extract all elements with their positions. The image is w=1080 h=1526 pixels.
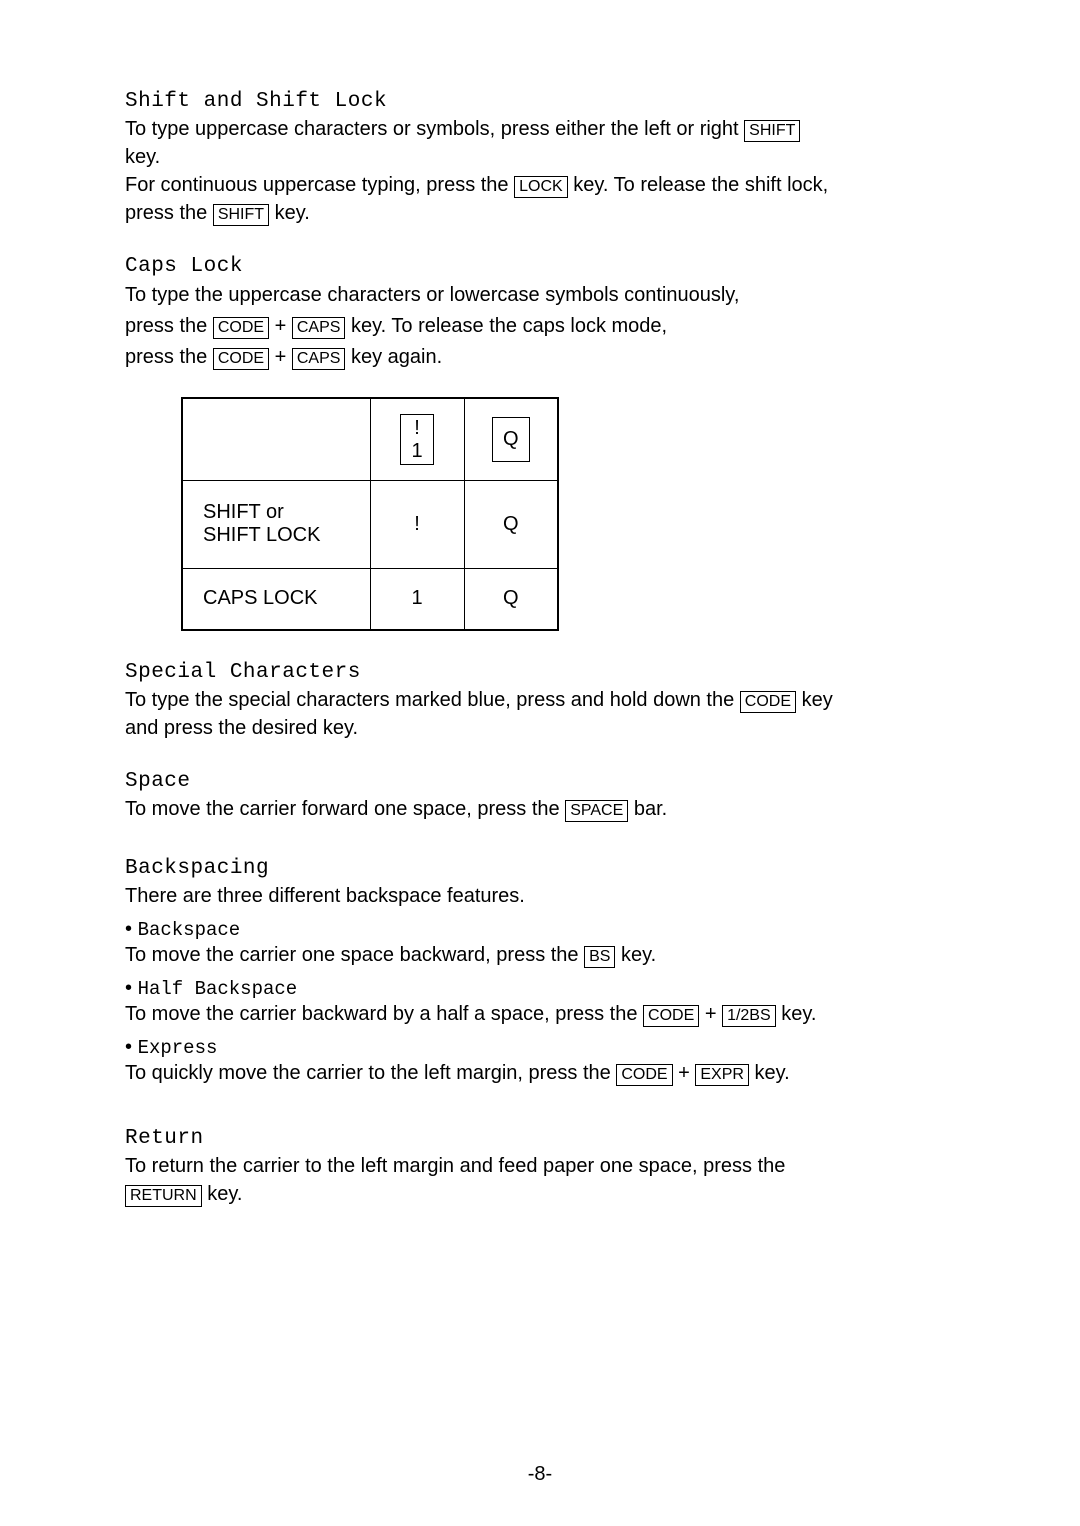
table-cell: SHIFT or SHIFT LOCK (182, 480, 370, 568)
bullet-label: Half Backspace (138, 978, 298, 1000)
text: To move the carrier one space backward, … (125, 944, 584, 966)
heading-backspacing: Backspacing (125, 857, 980, 880)
text: press the (125, 315, 213, 337)
special-para: To type the special characters marked bl… (125, 686, 980, 742)
keycap-q: Q (492, 417, 530, 462)
heading-space: Space (125, 770, 980, 793)
bullet-label: Express (138, 1037, 218, 1059)
key-caps: CAPS (292, 348, 346, 370)
text: To type the uppercase characters or lowe… (125, 284, 739, 306)
key-upper: ! (414, 417, 420, 439)
label: SHIFT LOCK (203, 524, 320, 546)
heading-return: Return (125, 1127, 980, 1150)
text: key again. (345, 346, 442, 368)
lock-table: ! 1 Q SHIFT or SHIFT LOCK ! Q CAPS LOCK … (181, 397, 980, 631)
table-row: SHIFT or SHIFT LOCK ! Q (182, 480, 558, 568)
text: + (673, 1062, 696, 1084)
text: To move the carrier backward by a half a… (125, 1003, 643, 1025)
label: SHIFT or (203, 501, 284, 523)
table-cell (182, 398, 370, 480)
text: key. To release the caps lock mode, (345, 315, 667, 337)
section-shift: Shift and Shift Lock To type uppercase c… (125, 90, 980, 227)
key-code: CODE (643, 1005, 699, 1027)
bullet-body: To move the carrier backward by a half a… (125, 1000, 980, 1028)
bs-intro: There are three different backspace feat… (125, 882, 980, 910)
key-space: SPACE (565, 800, 628, 822)
text: key. (125, 146, 160, 168)
caps-para: To type the uppercase characters or lowe… (125, 280, 980, 373)
text: To return the carrier to the left margin… (125, 1155, 785, 1177)
keycap-1: ! 1 (400, 414, 433, 465)
table-row: ! 1 Q (182, 398, 558, 480)
section-return: Return To return the carrier to the left… (125, 1127, 980, 1208)
text: bar. (628, 798, 667, 820)
bullet-express: • Express To quickly move the carrier to… (125, 1036, 980, 1087)
section-caps: Caps Lock To type the uppercase characte… (125, 255, 980, 373)
heading-special: Special Characters (125, 661, 980, 684)
table: ! 1 Q SHIFT or SHIFT LOCK ! Q CAPS LOCK … (181, 397, 559, 631)
table-cell: ! 1 (370, 398, 464, 480)
text: + (269, 315, 292, 337)
key-lower: 1 (411, 440, 422, 462)
shift-para: To type uppercase characters or symbols,… (125, 115, 980, 227)
bullet-backspace: • Backspace To move the carrier one spac… (125, 918, 980, 969)
space-para: To move the carrier forward one space, p… (125, 795, 980, 823)
key-letter: Q (503, 428, 519, 450)
text: key. (269, 202, 310, 224)
table-cell: CAPS LOCK (182, 568, 370, 630)
table-cell: Q (464, 480, 558, 568)
text: To move the carrier forward one space, p… (125, 798, 565, 820)
key-shift: SHIFT (213, 204, 269, 226)
text: key. (776, 1003, 817, 1025)
key-lock: LOCK (514, 176, 568, 198)
text: key. (202, 1183, 243, 1205)
table-cell: ! (370, 480, 464, 568)
key-return: RETURN (125, 1185, 202, 1207)
text: To quickly move the carrier to the left … (125, 1062, 616, 1084)
text: To type uppercase characters or symbols,… (125, 118, 744, 140)
text: + (269, 346, 292, 368)
table-cell: Q (464, 568, 558, 630)
section-space: Space To move the carrier forward one sp… (125, 770, 980, 823)
key-expr: EXPR (695, 1064, 749, 1086)
key-code: CODE (213, 348, 269, 370)
text: key (796, 689, 833, 711)
table-cell: Q (464, 398, 558, 480)
table-cell: 1 (370, 568, 464, 630)
key-code: CODE (616, 1064, 672, 1086)
return-para: To return the carrier to the left margin… (125, 1152, 980, 1208)
text: key. (749, 1062, 790, 1084)
key-code: CODE (213, 317, 269, 339)
text: For continuous uppercase typing, press t… (125, 174, 514, 196)
table-row: CAPS LOCK 1 Q (182, 568, 558, 630)
bullet-body: To quickly move the carrier to the left … (125, 1059, 980, 1087)
key-halfbs: 1/2BS (722, 1005, 776, 1027)
text: + (699, 1003, 722, 1025)
heading-caps: Caps Lock (125, 255, 980, 278)
text: press the (125, 202, 213, 224)
key-bs: BS (584, 946, 615, 968)
section-special: Special Characters To type the special c… (125, 661, 980, 742)
bullet-header: • Express (125, 1036, 980, 1059)
heading-shift: Shift and Shift Lock (125, 90, 980, 113)
bullet-header: • Backspace (125, 918, 980, 941)
text: key. To release the shift lock, (568, 174, 829, 196)
key-caps: CAPS (292, 317, 346, 339)
text: press the (125, 346, 213, 368)
text: and press the desired key. (125, 717, 358, 739)
key-code: CODE (740, 691, 796, 713)
text: key. (615, 944, 656, 966)
bullet-label: Backspace (138, 919, 241, 941)
bullet-header: • Half Backspace (125, 977, 980, 1000)
text: To type the special characters marked bl… (125, 689, 740, 711)
section-backspacing: Backspacing There are three different ba… (125, 857, 980, 1087)
page-number: -8- (0, 1463, 1080, 1486)
bullet-body: To move the carrier one space backward, … (125, 941, 980, 969)
bullet-half-backspace: • Half Backspace To move the carrier bac… (125, 977, 980, 1028)
key-shift: SHIFT (744, 120, 800, 142)
